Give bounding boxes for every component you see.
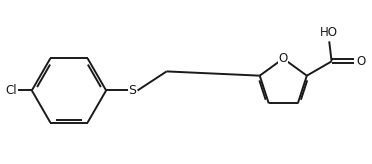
- Text: S: S: [128, 84, 136, 97]
- Text: O: O: [356, 55, 366, 68]
- Text: Cl: Cl: [5, 84, 17, 97]
- Text: O: O: [279, 52, 288, 65]
- Text: HO: HO: [320, 26, 338, 39]
